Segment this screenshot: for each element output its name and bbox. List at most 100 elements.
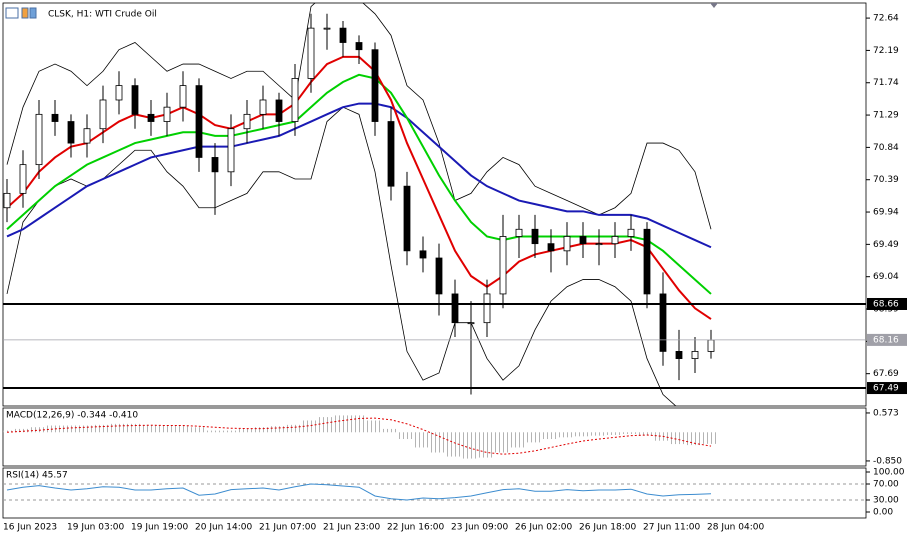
macd-bar-fill xyxy=(535,432,536,443)
macd-bar xyxy=(223,430,224,433)
candle-body xyxy=(499,236,507,295)
candle-body xyxy=(451,293,459,324)
macd-bar xyxy=(319,417,320,433)
macd-bar-fill xyxy=(547,432,548,440)
level-label: 68.66 xyxy=(873,299,899,309)
chart-title: CLSK, H1: WTI Crude Oil xyxy=(48,10,157,20)
macd-bar-fill xyxy=(119,423,120,433)
macd-bar xyxy=(639,432,640,436)
macd-bar-fill xyxy=(183,425,184,433)
x-tick-label: 20 Jun 14:00 xyxy=(195,523,252,533)
macd-bar-fill xyxy=(11,430,12,433)
candle-body xyxy=(595,243,603,246)
macd-bar xyxy=(271,426,272,433)
macd-panel xyxy=(2,407,867,467)
macd-bar xyxy=(575,432,576,437)
candle-body xyxy=(611,236,619,245)
macd-bar xyxy=(111,423,112,433)
candle-body xyxy=(131,85,139,115)
macd-bar-fill xyxy=(251,428,252,433)
macd-bar-fill xyxy=(651,432,652,436)
candle-body xyxy=(243,113,251,130)
macd-bar-fill xyxy=(179,425,180,433)
macd-bar-fill xyxy=(115,423,116,433)
macd-bar xyxy=(143,424,144,433)
y-tick-label: 0.573 xyxy=(873,408,899,418)
macd-bar-fill xyxy=(503,432,504,453)
macd-bar-fill xyxy=(595,432,596,436)
candle-body xyxy=(675,351,683,359)
candle-body xyxy=(355,42,363,51)
current-price-label: 68.16 xyxy=(873,335,899,345)
macd-bar-fill xyxy=(407,432,408,440)
macd-bar-fill xyxy=(411,432,412,440)
macd-bar-fill xyxy=(699,432,700,446)
icon[interactable] xyxy=(29,7,37,19)
macd-bar xyxy=(95,424,96,433)
macd-bar-fill xyxy=(387,428,388,433)
y-tick-label: 67.69 xyxy=(873,369,899,379)
macd-bar-fill xyxy=(167,425,168,433)
macd-bar-fill xyxy=(643,432,644,436)
macd-bar-fill xyxy=(619,432,620,435)
x-tick-label: 22 Jun 16:00 xyxy=(387,523,444,533)
icon[interactable] xyxy=(5,7,19,19)
candle-body xyxy=(195,85,203,158)
indicator-line xyxy=(6,55,712,320)
macd-bar xyxy=(559,432,560,438)
toolbar-icons[interactable] xyxy=(5,7,37,19)
candle-body xyxy=(35,113,43,166)
macd-bar-fill xyxy=(283,426,284,433)
indicator-line xyxy=(6,106,677,406)
candle-body xyxy=(435,257,443,295)
macd-bar-fill xyxy=(99,424,100,433)
macd-bar-fill xyxy=(275,426,276,433)
candle-body xyxy=(387,121,395,187)
macd-bar-fill xyxy=(603,432,604,436)
candle-body xyxy=(339,27,347,43)
macd-bar-fill xyxy=(323,417,324,433)
macd-bar-fill xyxy=(611,432,612,435)
indicator-line xyxy=(6,3,712,230)
macd-bar-fill xyxy=(507,432,508,453)
macd-bar-fill xyxy=(471,432,472,459)
y-tick-label: 0.00 xyxy=(873,508,893,518)
macd-bar-fill xyxy=(551,432,552,440)
macd-bar xyxy=(399,432,400,440)
macd-bar-fill xyxy=(427,432,428,448)
y-tick-label: 69.04 xyxy=(873,272,899,282)
macd-bar-fill xyxy=(523,432,524,448)
macd-bar-fill xyxy=(423,432,424,448)
macd-bar-fill xyxy=(371,420,372,433)
macd-bar-fill xyxy=(259,427,260,433)
candle-body xyxy=(99,99,107,130)
plot-area xyxy=(3,3,715,406)
macd-bar xyxy=(655,432,656,441)
macd-bar-fill xyxy=(675,432,676,445)
candle-body xyxy=(707,339,715,352)
macd-bar xyxy=(527,432,528,443)
candle-body xyxy=(291,78,299,122)
macd-bar xyxy=(47,425,48,433)
macd-bar-fill xyxy=(147,424,148,433)
level-label-bg xyxy=(867,382,907,395)
macd-bar-fill xyxy=(187,425,188,433)
icon[interactable] xyxy=(21,7,29,19)
macd-bar-fill xyxy=(263,427,264,433)
macd-bar-fill xyxy=(359,415,360,433)
macd-bar-fill xyxy=(443,432,444,453)
macd-bar-fill xyxy=(631,432,632,434)
macd-bar-fill xyxy=(299,424,300,433)
macd-bar-fill xyxy=(375,420,376,433)
macd-bar-fill xyxy=(531,432,532,443)
macd-bar-fill xyxy=(363,415,364,433)
macd-bar xyxy=(31,427,32,433)
macd-bar xyxy=(239,428,240,433)
candle-body xyxy=(275,99,283,122)
x-tick-label: 28 Jun 04:00 xyxy=(707,523,764,533)
macd-bar-fill xyxy=(163,425,164,433)
macd-bar-fill xyxy=(87,425,88,433)
macd-bar-fill xyxy=(311,420,312,433)
